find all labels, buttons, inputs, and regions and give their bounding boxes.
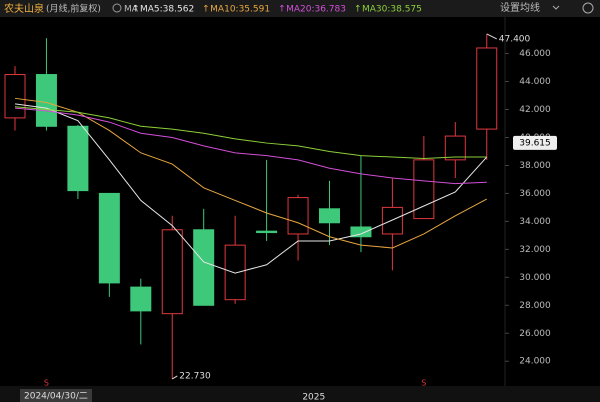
cursor-box xyxy=(20,389,92,402)
candle-body xyxy=(476,47,498,130)
legend-arrow: ↑ xyxy=(278,5,286,15)
legend-arrow: ↑ xyxy=(132,5,140,15)
settings[interactable]: 设置均线 xyxy=(500,1,540,14)
signal: S xyxy=(44,379,49,388)
header-bar xyxy=(0,0,600,17)
y-tick-label: 36.000 xyxy=(519,189,551,199)
low-label: 22.730 xyxy=(179,371,211,381)
y-tick-label: 32.000 xyxy=(519,245,551,255)
candle-body xyxy=(193,229,215,306)
y-tick-label: 26.000 xyxy=(519,329,551,339)
candle-body xyxy=(67,125,89,192)
candle-body xyxy=(444,135,466,161)
stock-name: 农夫山泉 xyxy=(4,2,44,15)
last-price-box xyxy=(513,135,557,150)
legend-arrow: ↑ xyxy=(354,5,362,15)
legend-entry: MA30:38.575 xyxy=(362,5,422,15)
candle-body xyxy=(256,230,278,234)
ma-label: MA xyxy=(124,5,139,15)
y-tick-label: 30.000 xyxy=(519,273,551,283)
y-tick-label: 24.000 xyxy=(519,357,551,367)
signal: S xyxy=(421,379,426,388)
legend-arrow: ↑ xyxy=(202,5,210,15)
y-tick-label: 28.000 xyxy=(519,301,551,311)
ma-line xyxy=(14,106,487,159)
high-label: 47.400 xyxy=(499,34,531,44)
x-tick-label: 2025 xyxy=(302,393,325,402)
y-tick-label: 38.000 xyxy=(519,161,551,171)
icon[interactable] xyxy=(582,2,594,14)
candle-body xyxy=(413,159,435,220)
legend-entry: MA5:38.562 xyxy=(140,5,194,15)
dropdown-icon[interactable] xyxy=(552,5,560,10)
candle-body xyxy=(319,208,340,224)
candle-body xyxy=(381,206,403,235)
period: (月线,前复权) xyxy=(46,3,101,15)
cursor-label: 2024/04/30/二 xyxy=(24,392,88,402)
legend-entry: MA20:36.783 xyxy=(286,5,346,15)
candle-body xyxy=(287,197,309,235)
candle-body xyxy=(4,74,26,119)
ma-line xyxy=(14,107,487,185)
candle-body xyxy=(161,229,183,315)
high-pointer xyxy=(486,33,497,40)
y-tick-label: 46.000 xyxy=(519,49,551,59)
low-pointer xyxy=(171,375,178,380)
candle-body xyxy=(350,226,372,238)
candle-body xyxy=(224,244,246,301)
y-tick-label: 44.000 xyxy=(519,77,551,87)
y-tick-label: 42.000 xyxy=(519,105,551,115)
ma-line xyxy=(14,103,488,274)
y-tick-label: 34.000 xyxy=(519,217,551,227)
ma-line xyxy=(14,97,487,249)
icon[interactable] xyxy=(112,3,122,13)
candle-body xyxy=(130,286,152,312)
last-price: 39.615 xyxy=(519,138,551,148)
x-axis-bar xyxy=(0,386,600,402)
candle-body xyxy=(35,74,57,127)
legend-entry: MA10:35.591 xyxy=(210,5,270,15)
candle-body xyxy=(98,192,120,284)
